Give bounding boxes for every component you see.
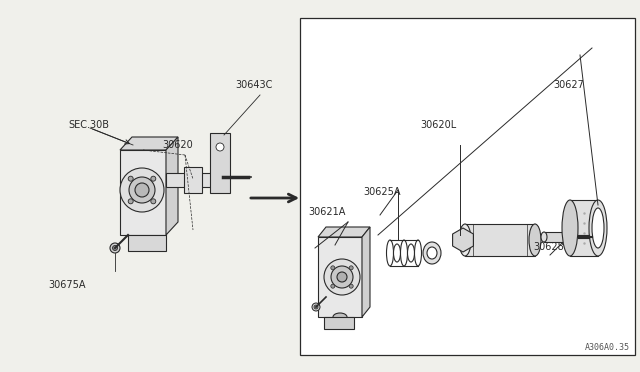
Ellipse shape — [589, 200, 607, 256]
Circle shape — [349, 284, 353, 288]
Ellipse shape — [333, 313, 347, 321]
Text: SEC.30B: SEC.30B — [68, 120, 109, 130]
Polygon shape — [120, 137, 178, 150]
Circle shape — [337, 272, 347, 282]
Bar — [184, 167, 202, 193]
Circle shape — [129, 177, 155, 203]
Circle shape — [331, 266, 335, 270]
Circle shape — [312, 303, 320, 311]
Ellipse shape — [427, 247, 437, 259]
Polygon shape — [362, 227, 370, 317]
Text: 30627: 30627 — [553, 80, 584, 90]
Ellipse shape — [423, 242, 441, 264]
Circle shape — [120, 168, 164, 212]
Circle shape — [151, 176, 156, 181]
Circle shape — [314, 305, 318, 309]
Bar — [128, 235, 166, 251]
Text: 30628: 30628 — [533, 242, 564, 252]
Ellipse shape — [529, 224, 541, 256]
Ellipse shape — [394, 244, 401, 262]
Circle shape — [110, 243, 120, 253]
Ellipse shape — [592, 208, 604, 248]
Circle shape — [324, 259, 360, 295]
Circle shape — [135, 183, 149, 197]
Bar — [300, 18, 635, 355]
Text: 30620L: 30620L — [420, 120, 456, 130]
Ellipse shape — [459, 224, 471, 256]
Ellipse shape — [218, 173, 228, 187]
Bar — [544, 232, 580, 242]
Bar — [570, 200, 598, 256]
Circle shape — [128, 176, 133, 181]
Circle shape — [151, 199, 156, 204]
Bar — [324, 317, 354, 329]
Ellipse shape — [541, 232, 547, 242]
Polygon shape — [120, 150, 166, 235]
Polygon shape — [452, 228, 474, 252]
Ellipse shape — [387, 240, 394, 266]
Circle shape — [331, 266, 353, 288]
Bar — [166, 173, 223, 187]
Ellipse shape — [415, 240, 422, 266]
Circle shape — [349, 266, 353, 270]
Ellipse shape — [577, 232, 583, 242]
Ellipse shape — [562, 200, 578, 256]
Text: 30675A: 30675A — [48, 280, 86, 290]
Bar — [318, 237, 362, 317]
Text: 30621A: 30621A — [308, 207, 346, 217]
Circle shape — [128, 199, 133, 204]
Circle shape — [216, 143, 224, 151]
Text: 30625A: 30625A — [363, 187, 401, 197]
Polygon shape — [166, 137, 178, 235]
Circle shape — [331, 284, 335, 288]
Ellipse shape — [408, 244, 415, 262]
Polygon shape — [318, 227, 370, 237]
Text: 30620: 30620 — [162, 140, 193, 150]
Text: 30643C: 30643C — [235, 80, 273, 90]
Text: A306A0.35: A306A0.35 — [585, 343, 630, 352]
Bar — [465, 224, 535, 256]
Circle shape — [113, 246, 118, 250]
Ellipse shape — [401, 240, 408, 266]
Polygon shape — [210, 133, 230, 193]
